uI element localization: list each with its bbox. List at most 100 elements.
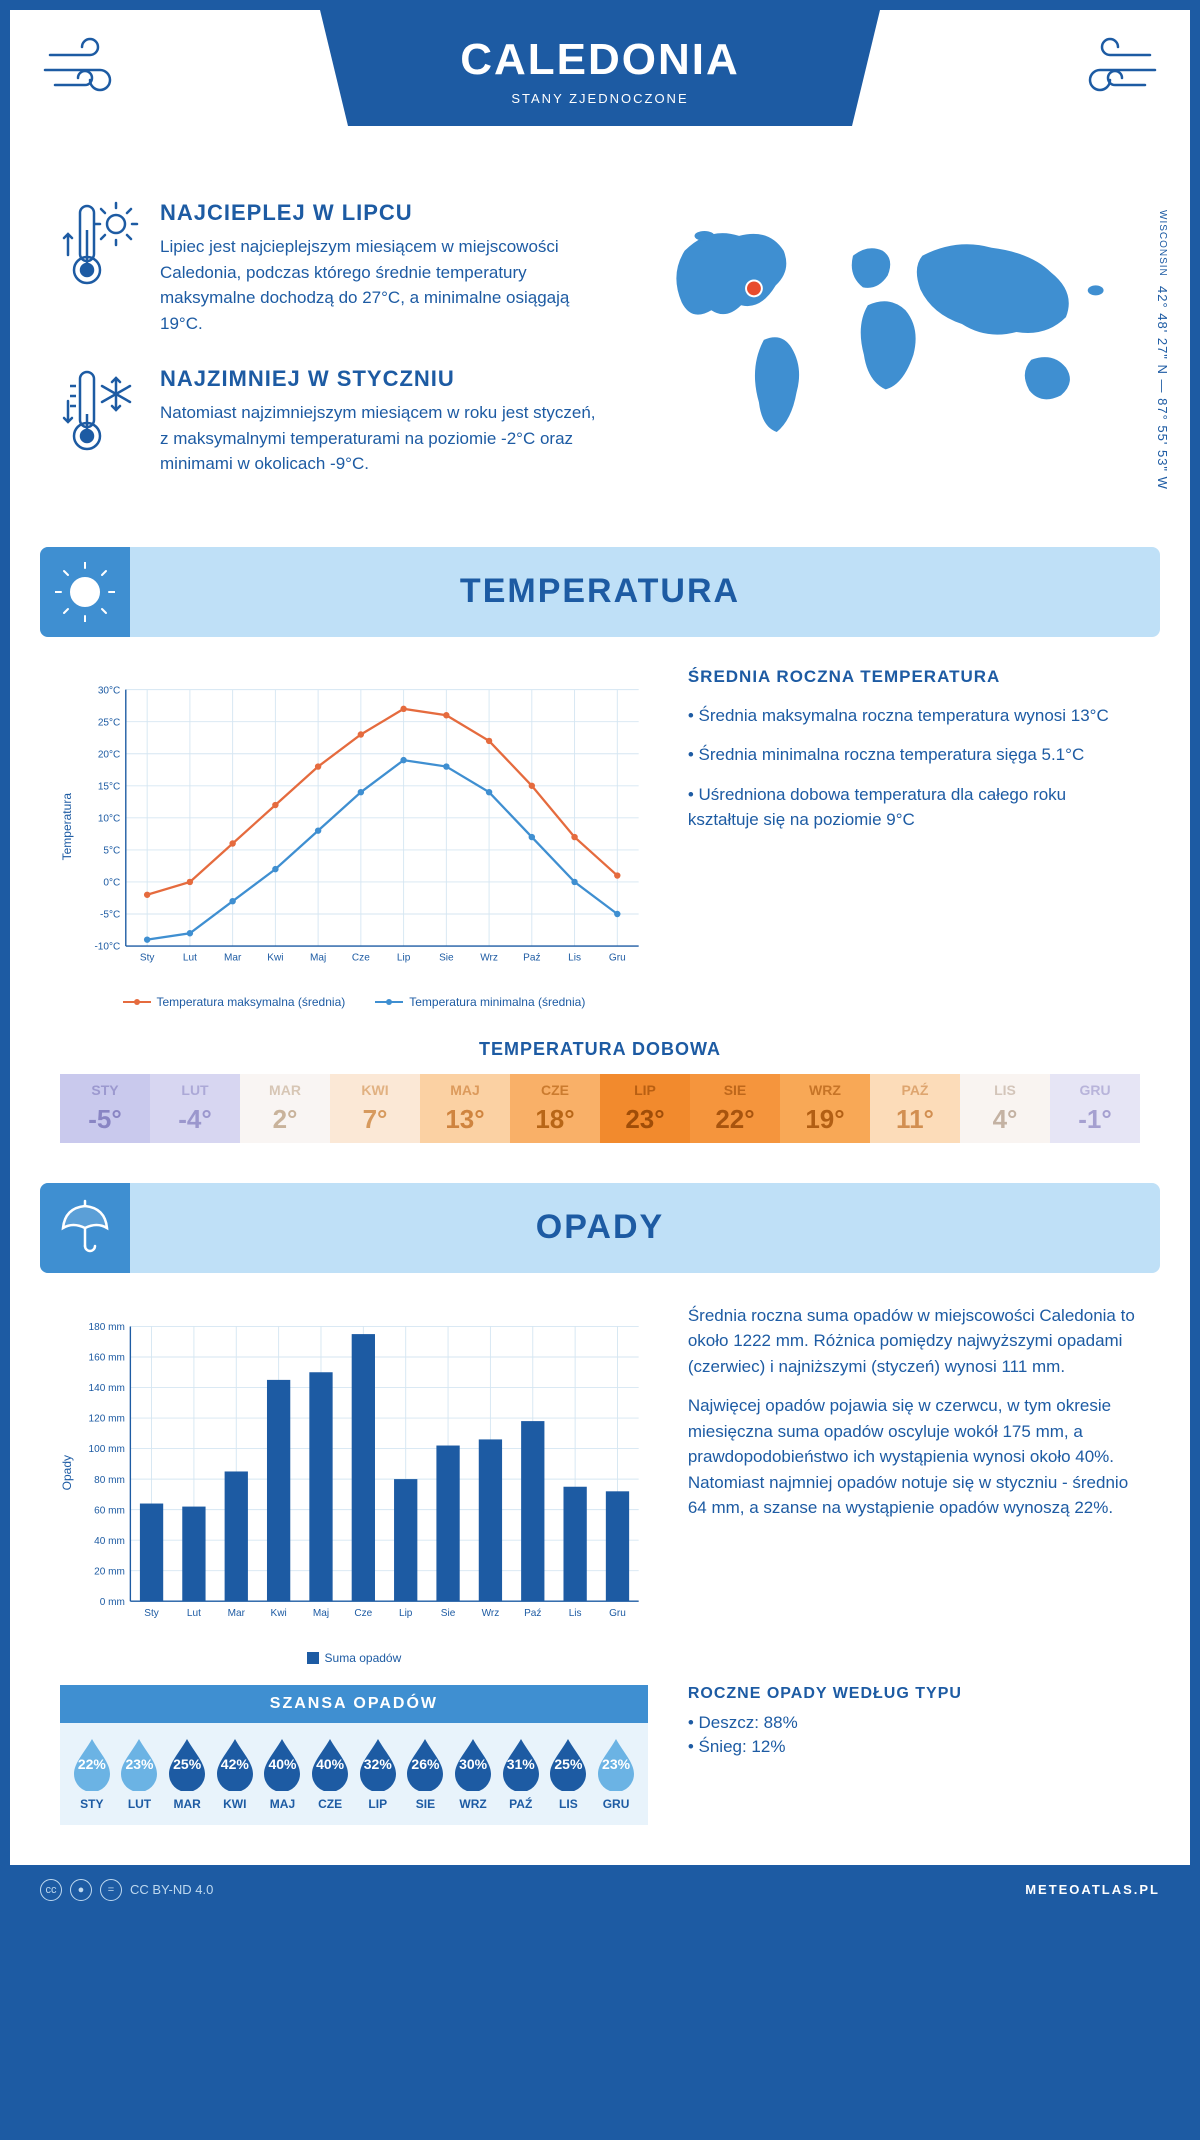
daily-temp-cell: KWI7° — [330, 1074, 420, 1143]
svg-text:0°C: 0°C — [103, 877, 120, 888]
coldest-title: NAJZIMNIEJ W STYCZNIU — [160, 366, 605, 392]
chance-drop-cell: 22%STY — [68, 1737, 116, 1811]
chance-drop-cell: 40%CZE — [306, 1737, 354, 1811]
precip-paragraph: Najwięcej opadów pojawia się w czerwcu, … — [688, 1393, 1140, 1521]
by-type-item: • Deszcz: 88% — [688, 1713, 1140, 1733]
svg-text:30°C: 30°C — [98, 685, 120, 696]
footer: cc ● = CC BY-ND 4.0 METEOATLAS.PL — [10, 1865, 1190, 1915]
sun-icon — [40, 547, 130, 637]
temperature-section: Temperatura -10°C-5°C0°C5°C10°C15°C20°C2… — [10, 637, 1190, 1029]
svg-text:Paź: Paź — [523, 952, 540, 963]
svg-text:-5°C: -5°C — [100, 909, 120, 920]
coldest-block: NAJZIMNIEJ W STYCZNIU Natomiast najzimni… — [60, 366, 605, 477]
svg-text:Cze: Cze — [352, 952, 370, 963]
intro-section: NAJCIEPLEJ W LIPCU Lipiec jest najcieple… — [10, 180, 1190, 547]
svg-text:Lut: Lut — [183, 952, 197, 963]
svg-text:25°C: 25°C — [98, 717, 120, 728]
temp-annual-text: ŚREDNIA ROCZNA TEMPERATURA • Średnia mak… — [688, 667, 1140, 1009]
svg-text:10°C: 10°C — [98, 813, 120, 824]
daily-temp-cell: PAŹ11° — [870, 1074, 960, 1143]
precipitation-section-bar: OPADY — [40, 1183, 1160, 1273]
chance-drop-cell: 30%WRZ — [449, 1737, 497, 1811]
svg-text:Gru: Gru — [609, 952, 626, 963]
svg-text:Gru: Gru — [609, 1607, 626, 1618]
svg-text:Wrz: Wrz — [482, 1607, 500, 1618]
svg-text:80 mm: 80 mm — [94, 1474, 125, 1485]
daily-temp-cell: LIP23° — [600, 1074, 690, 1143]
location-marker-icon — [747, 281, 761, 295]
svg-text:Sie: Sie — [441, 1607, 456, 1618]
title-banner: CALEDONIA STANY ZJEDNOCZONE — [320, 10, 880, 126]
hottest-title: NAJCIEPLEJ W LIPCU — [160, 200, 605, 226]
temperature-section-bar: TEMPERATURA — [40, 547, 1160, 637]
chance-drop-cell: 25%LIS — [545, 1737, 593, 1811]
svg-text:40 mm: 40 mm — [94, 1535, 125, 1546]
temperature-chart-area: Temperatura -10°C-5°C0°C5°C10°C15°C20°C2… — [60, 667, 648, 1009]
chance-title-bar: SZANSA OPADÓW — [60, 1685, 648, 1723]
svg-text:15°C: 15°C — [98, 781, 120, 792]
svg-text:Kwi: Kwi — [267, 952, 283, 963]
precipitation-chance-block: SZANSA OPADÓW 22%STY23%LUT25%MAR42%KWI40… — [10, 1675, 1190, 1865]
chance-drop-cell: 26%SIE — [402, 1737, 450, 1811]
svg-text:Cze: Cze — [354, 1607, 372, 1618]
temp-bullet: • Średnia minimalna roczna temperatura s… — [688, 742, 1140, 768]
world-map — [645, 200, 1140, 460]
precip-chart-legend: Suma opadów — [60, 1651, 648, 1665]
wind-decoration-icon — [1070, 35, 1160, 117]
svg-text:160 mm: 160 mm — [89, 1352, 125, 1363]
page: CALEDONIA STANY ZJEDNOCZONE NAJCIEPLEJ W… — [10, 10, 1190, 1915]
svg-text:Mar: Mar — [224, 952, 242, 963]
chance-drop-cell: 25%MAR — [163, 1737, 211, 1811]
svg-text:Maj: Maj — [313, 1607, 329, 1618]
daily-temp-cell: GRU-1° — [1050, 1074, 1140, 1143]
chance-drop-cell: 31%PAŹ — [497, 1737, 545, 1811]
svg-text:0 mm: 0 mm — [100, 1596, 125, 1607]
license-block: cc ● = CC BY-ND 4.0 — [40, 1879, 213, 1901]
precipitation-bar-chart: 0 mm 20 mm 40 mm 60 mm 80 mm 100 mm 120 mm 140 … — [80, 1303, 648, 1643]
svg-text:Lis: Lis — [569, 1607, 582, 1618]
svg-text:Lip: Lip — [399, 1607, 413, 1618]
daily-temp-cell: MAR2° — [240, 1074, 330, 1143]
temperature-line-chart: -10°C -5°C 0°C 5°C 10°C 15°C 20°C 25°C 30°C Sty Lu… — [80, 667, 648, 987]
daily-temp-cell: CZE18° — [510, 1074, 600, 1143]
umbrella-icon — [40, 1183, 130, 1273]
daily-temp-title: TEMPERATURA DOBOWA — [60, 1039, 1140, 1060]
precip-y-axis-label: Opady — [60, 1455, 74, 1490]
page-subtitle: STANY ZJEDNOCZONE — [320, 91, 880, 106]
svg-text:60 mm: 60 mm — [94, 1505, 125, 1516]
chance-drop-cell: 32%LIP — [354, 1737, 402, 1811]
precip-by-type: ROCZNE OPADY WEDŁUG TYPU • Deszcz: 88% •… — [688, 1685, 1140, 1825]
svg-text:Sty: Sty — [140, 952, 156, 963]
svg-text:-10°C: -10°C — [94, 941, 120, 952]
hottest-text: Lipiec jest najcieplejszym miesiącem w m… — [160, 234, 605, 336]
daily-temp-cell: MAJ13° — [420, 1074, 510, 1143]
cc-icon: cc — [40, 1879, 62, 1901]
svg-text:Sie: Sie — [439, 952, 454, 963]
precip-paragraph: Średnia roczna suma opadów w miejscowośc… — [688, 1303, 1140, 1380]
by-type-title: ROCZNE OPADY WEDŁUG TYPU — [688, 1685, 1140, 1703]
chance-left: SZANSA OPADÓW 22%STY23%LUT25%MAR42%KWI40… — [60, 1685, 648, 1825]
world-map-block: WISCONSIN 42° 48' 27" N — 87° 55' 53" W — [645, 200, 1140, 507]
svg-text:120 mm: 120 mm — [89, 1413, 125, 1424]
temp-bullet: • Uśredniona dobowa temperatura dla całe… — [688, 782, 1140, 833]
intro-text-column: NAJCIEPLEJ W LIPCU Lipiec jest najcieple… — [60, 200, 605, 507]
svg-text:Lip: Lip — [397, 952, 411, 963]
chance-drop-cell: 42%KWI — [211, 1737, 259, 1811]
precipitation-section: Opady 0 mm 20 mm 40 mm 60 mm 80 mm 100 mm 120 … — [10, 1273, 1190, 1675]
hottest-block: NAJCIEPLEJ W LIPCU Lipiec jest najcieple… — [60, 200, 605, 336]
temperature-section-title: TEMPERATURA — [460, 572, 740, 611]
svg-text:Lis: Lis — [568, 952, 581, 963]
svg-text:100 mm: 100 mm — [89, 1444, 125, 1455]
svg-text:180 mm: 180 mm — [89, 1322, 125, 1333]
svg-text:20°C: 20°C — [98, 749, 120, 760]
svg-text:20 mm: 20 mm — [94, 1566, 125, 1577]
svg-text:5°C: 5°C — [103, 845, 120, 856]
svg-text:Maj: Maj — [310, 952, 326, 963]
svg-text:140 mm: 140 mm — [89, 1383, 125, 1394]
chance-drop-cell: 40%MAJ — [259, 1737, 307, 1811]
by-icon: ● — [70, 1879, 92, 1901]
svg-text:Lut: Lut — [187, 1607, 201, 1618]
svg-text:Paź: Paź — [524, 1607, 541, 1618]
coldest-text: Natomiast najzimniejszym miesiącem w rok… — [160, 400, 605, 477]
svg-text:Mar: Mar — [228, 1607, 246, 1618]
